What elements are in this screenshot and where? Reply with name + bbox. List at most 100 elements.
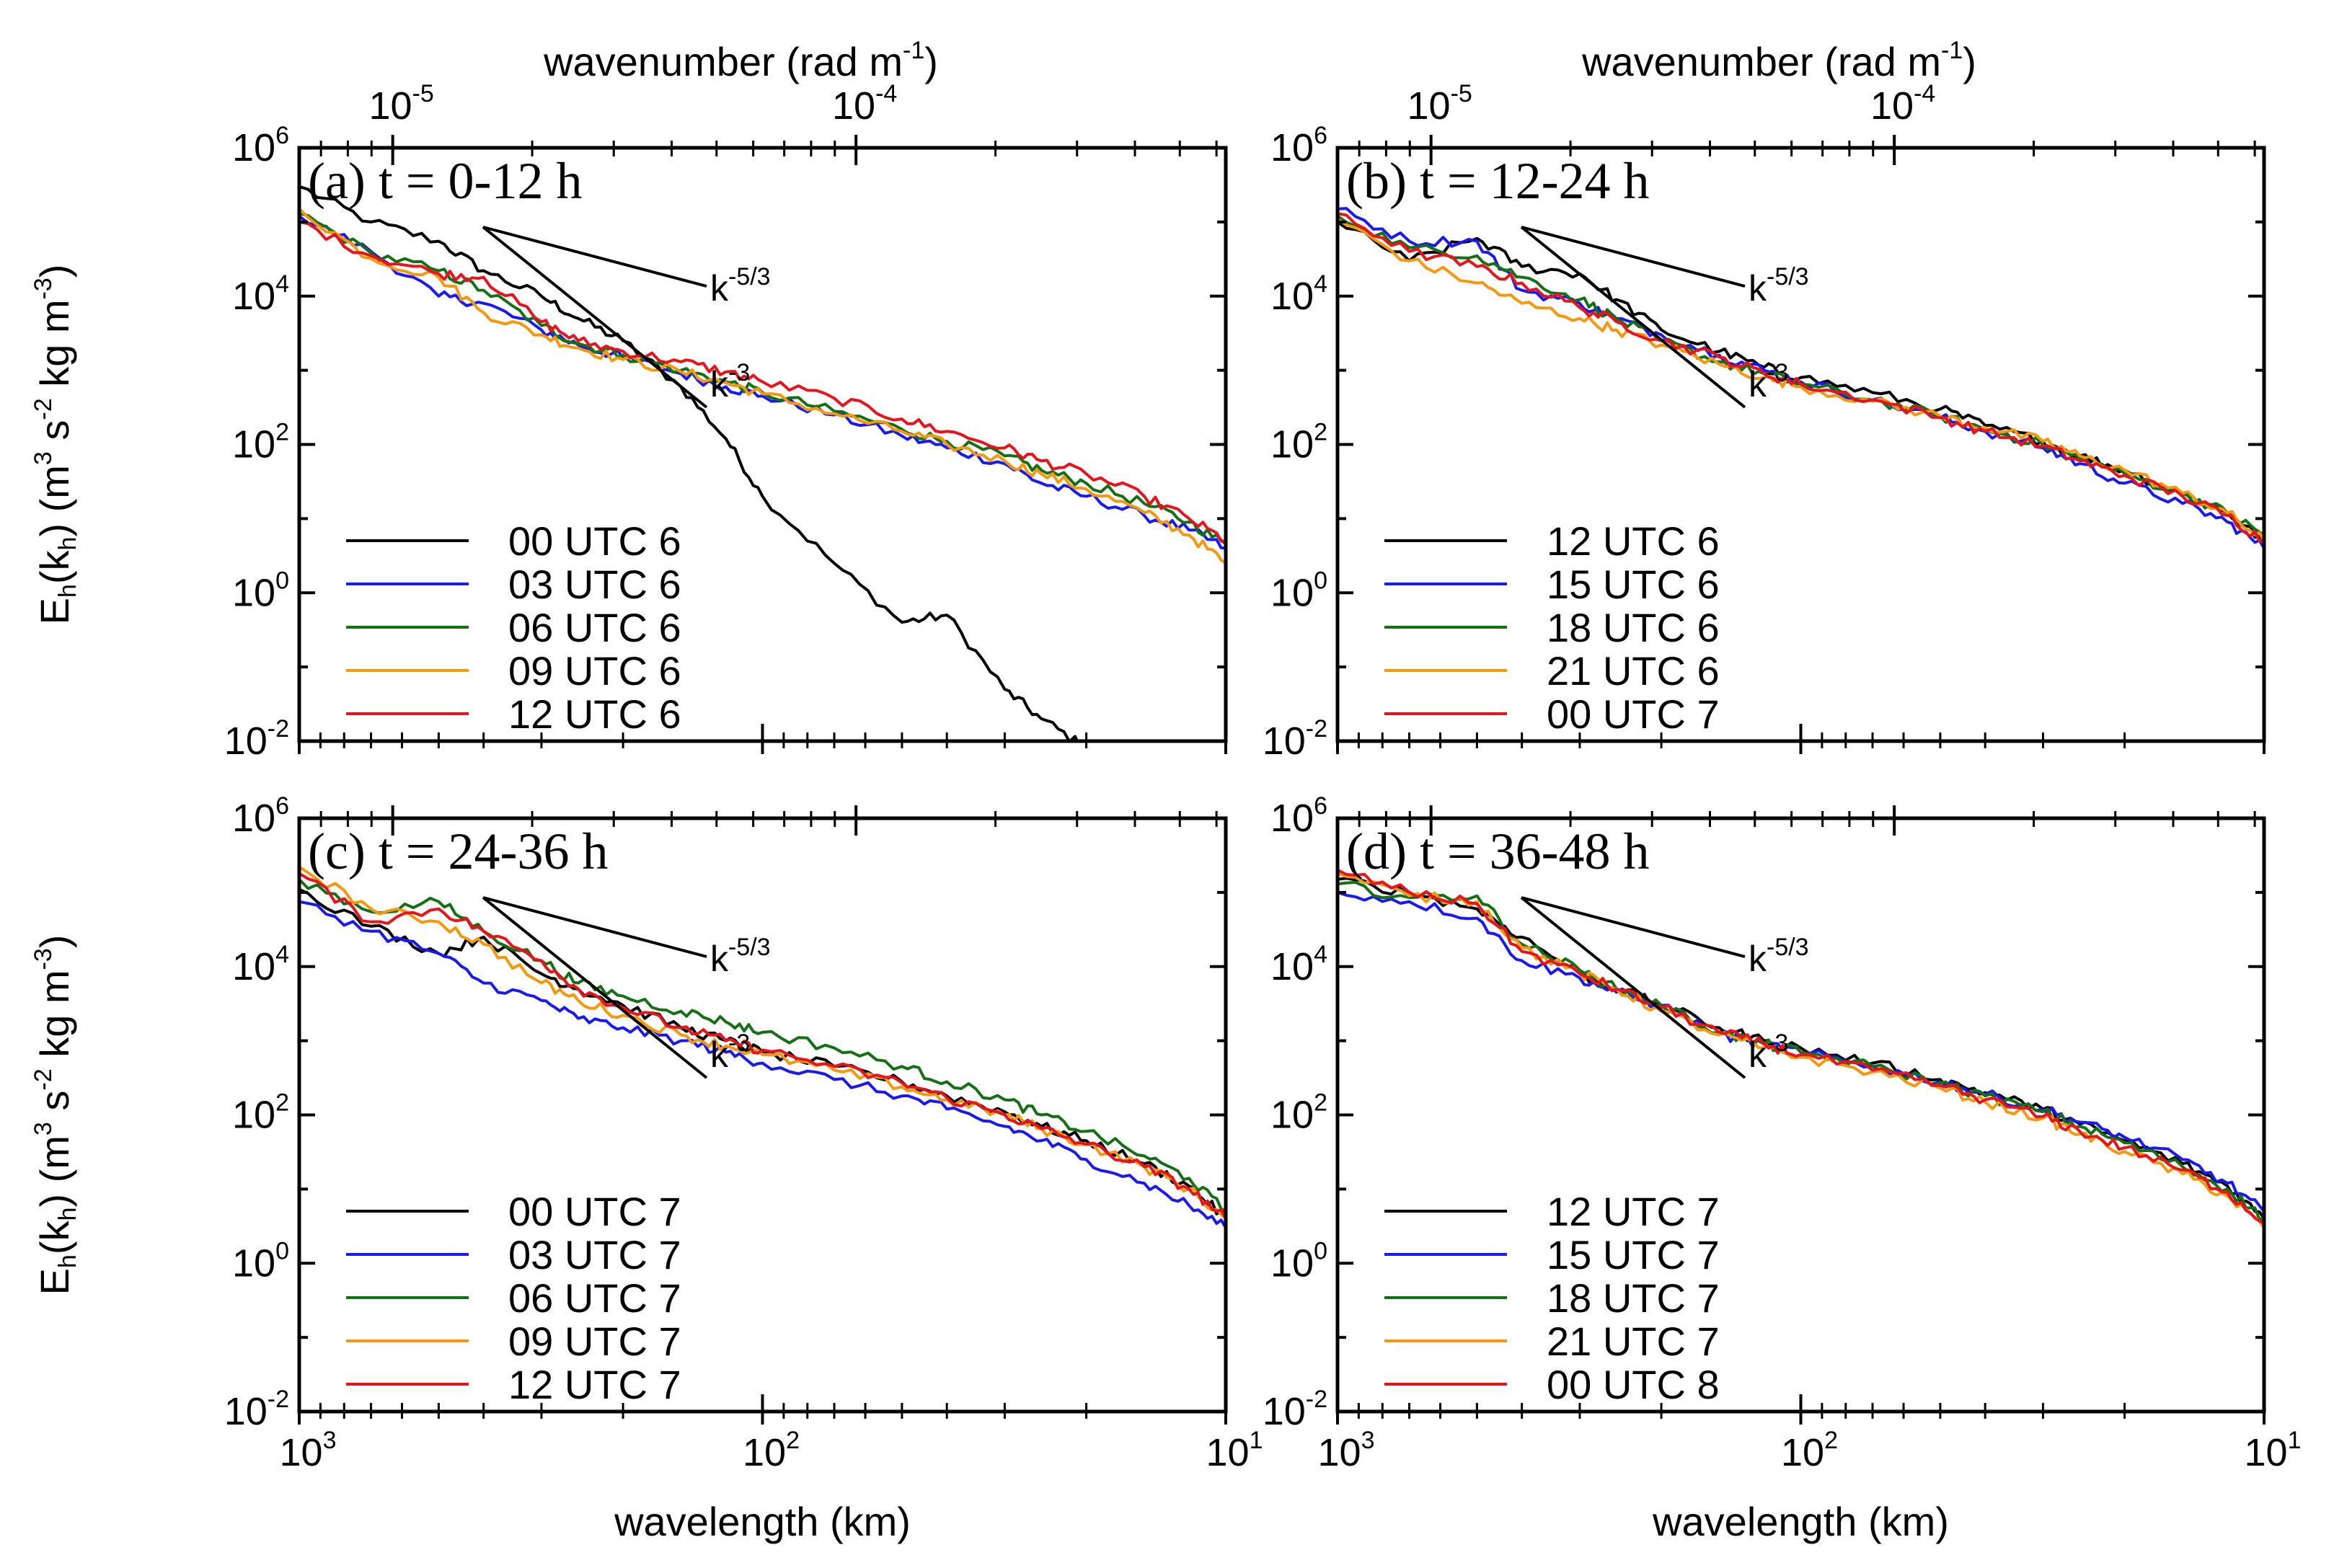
y-tick-label-base: 10 <box>1263 719 1306 763</box>
slope-line-k53 <box>482 896 707 958</box>
y-tick-label: 104 <box>232 270 289 318</box>
x-top-axis-title-exp: -1 <box>903 37 924 64</box>
y-axis-title-e: E <box>32 598 77 624</box>
panel-title: (a) t = 0-12 h <box>308 152 583 210</box>
y-tick-label-exp: -2 <box>1306 715 1327 743</box>
legend-entry: 12 UTC 6 <box>508 691 681 737</box>
y-tick-label-base: 10 <box>1270 797 1314 840</box>
x-tick-label-base: 10 <box>2245 1431 2288 1474</box>
slope-label-k3: k-3 <box>710 1029 750 1075</box>
y-tick-label-base: 10 <box>224 1390 268 1433</box>
y-tick-label: 104 <box>1270 270 1327 318</box>
x-tick-label-exp: 1 <box>1250 1427 1263 1454</box>
y-tick-label: 10-2 <box>1263 715 1327 763</box>
slope-label-k3-base: k <box>1749 364 1767 404</box>
panel-title-text: (d) t = 36-48 h <box>1346 823 1650 880</box>
slope-label-k3-exp: -3 <box>1767 1029 1788 1057</box>
slope-line-k3 <box>1520 226 1746 409</box>
x-tick-label: 103 <box>280 1427 337 1474</box>
y-tick-label-base: 10 <box>232 1241 275 1285</box>
slope-label-k53: k-5/3 <box>710 263 771 309</box>
y-tick-label-exp: 4 <box>1314 270 1327 298</box>
x-top-tick-label-base: 10 <box>832 84 875 128</box>
legend-entry-text: 09 UTC 6 <box>508 648 681 694</box>
y-tick-label: 106 <box>232 122 289 169</box>
x-axis-title: wavelength (km) <box>1652 1499 1949 1544</box>
y-tick-label-exp: -2 <box>1306 1386 1327 1413</box>
slope-label-k53-exp: -5/3 <box>1767 263 1809 291</box>
x-top-tick-label: 10-4 <box>1870 80 1935 128</box>
x-tick-label-exp: 2 <box>786 1427 800 1454</box>
x-tick-label: 101 <box>2245 1427 2302 1474</box>
y-tick-label-base: 10 <box>1270 126 1314 169</box>
y-tick-label-base: 10 <box>232 1094 275 1137</box>
legend-entry: 00 UTC 7 <box>508 1189 681 1234</box>
legend-entry-text: 12 UTC 6 <box>508 691 681 737</box>
y-tick-label-base: 10 <box>224 719 268 763</box>
y-tick-label: 10-2 <box>224 715 289 763</box>
y-tick-label-base: 10 <box>1270 1094 1314 1137</box>
x-top-axis-title-end: ) <box>924 39 938 84</box>
legend-entry: 12 UTC 6 <box>1547 518 1720 564</box>
y-axis-title-m: ) (m <box>32 1135 77 1208</box>
y-axis-title-exp: 3 <box>30 1122 57 1135</box>
legend-entry-text: 21 UTC 6 <box>1547 648 1720 694</box>
series-line <box>299 900 1226 1229</box>
slope-label-k3: k-3 <box>710 359 750 404</box>
slope-label-k3-base: k <box>710 1035 729 1075</box>
series-group <box>1338 207 2264 549</box>
plot-frame <box>297 146 1228 743</box>
y-tick-label: 10-2 <box>224 1386 289 1433</box>
y-tick-label: 106 <box>232 792 289 840</box>
y-tick-label-exp: -2 <box>268 715 289 743</box>
y-tick-label: 102 <box>1270 419 1327 466</box>
y-tick-label-exp: 4 <box>275 941 289 968</box>
y-tick-label-exp: 0 <box>1314 1237 1327 1264</box>
legend-entry: 00 UTC 7 <box>1547 691 1720 737</box>
x-tick-label-exp: 1 <box>2288 1427 2302 1454</box>
x-top-tick-label-exp: -4 <box>875 80 897 107</box>
legend-entry-text: 15 UTC 7 <box>1547 1232 1720 1277</box>
y-tick-label: 102 <box>232 419 289 466</box>
y-axis-title-kg: kg m <box>32 970 77 1068</box>
x-top-tick-label: 10-5 <box>1407 80 1472 128</box>
slope-label-k53: k-5/3 <box>1749 263 1809 309</box>
series-line <box>299 887 1226 1220</box>
x-top-axis-title-exp: -1 <box>1941 37 1963 64</box>
slope-label-k53-base: k <box>1749 939 1767 979</box>
legend-entry: 03 UTC 7 <box>508 1232 681 1277</box>
legend-entry: 15 UTC 6 <box>1547 562 1720 607</box>
y-tick-label-exp: 2 <box>275 419 289 446</box>
legend-entry: 03 UTC 6 <box>508 562 681 607</box>
plot-frame <box>297 816 1228 1414</box>
plot-frame <box>1335 816 2266 1414</box>
legend-entry-text: 18 UTC 7 <box>1547 1275 1720 1321</box>
legend-entry: 09 UTC 6 <box>508 648 681 694</box>
x-tick-label: 101 <box>1206 1427 1263 1474</box>
y-tick-label-exp: 2 <box>1314 1089 1327 1117</box>
y-axis-title-close: ) <box>32 265 77 278</box>
y-tick-label-exp: 6 <box>275 122 289 149</box>
y-axis-title-s: s <box>32 420 77 452</box>
series-group <box>1338 869 2264 1229</box>
series-line <box>1338 869 2264 1225</box>
slope-label-k53-exp: -5/3 <box>728 934 771 961</box>
y-tick-label: 104 <box>232 941 289 988</box>
x-top-tick-label-base: 10 <box>369 84 412 128</box>
legend-entry: 06 UTC 6 <box>508 605 681 650</box>
y-tick-label: 102 <box>232 1089 289 1137</box>
slope-line-k3 <box>482 896 708 1079</box>
slope-label-k3-base: k <box>710 364 729 404</box>
slope-label-k3-exp: -3 <box>728 359 750 386</box>
slope-line-k3 <box>482 226 708 409</box>
slope-line-k53 <box>1521 226 1746 288</box>
legend-entry: 15 UTC 7 <box>1547 1232 1720 1277</box>
slope-label-k53-exp: -5/3 <box>1767 934 1809 961</box>
y-tick-label-exp: 2 <box>275 1089 289 1117</box>
series-line <box>1338 872 2264 1229</box>
slope-line-k53 <box>1521 896 1746 958</box>
y-tick-label-base: 10 <box>1270 571 1314 614</box>
legend-entry: 09 UTC 7 <box>508 1319 681 1364</box>
